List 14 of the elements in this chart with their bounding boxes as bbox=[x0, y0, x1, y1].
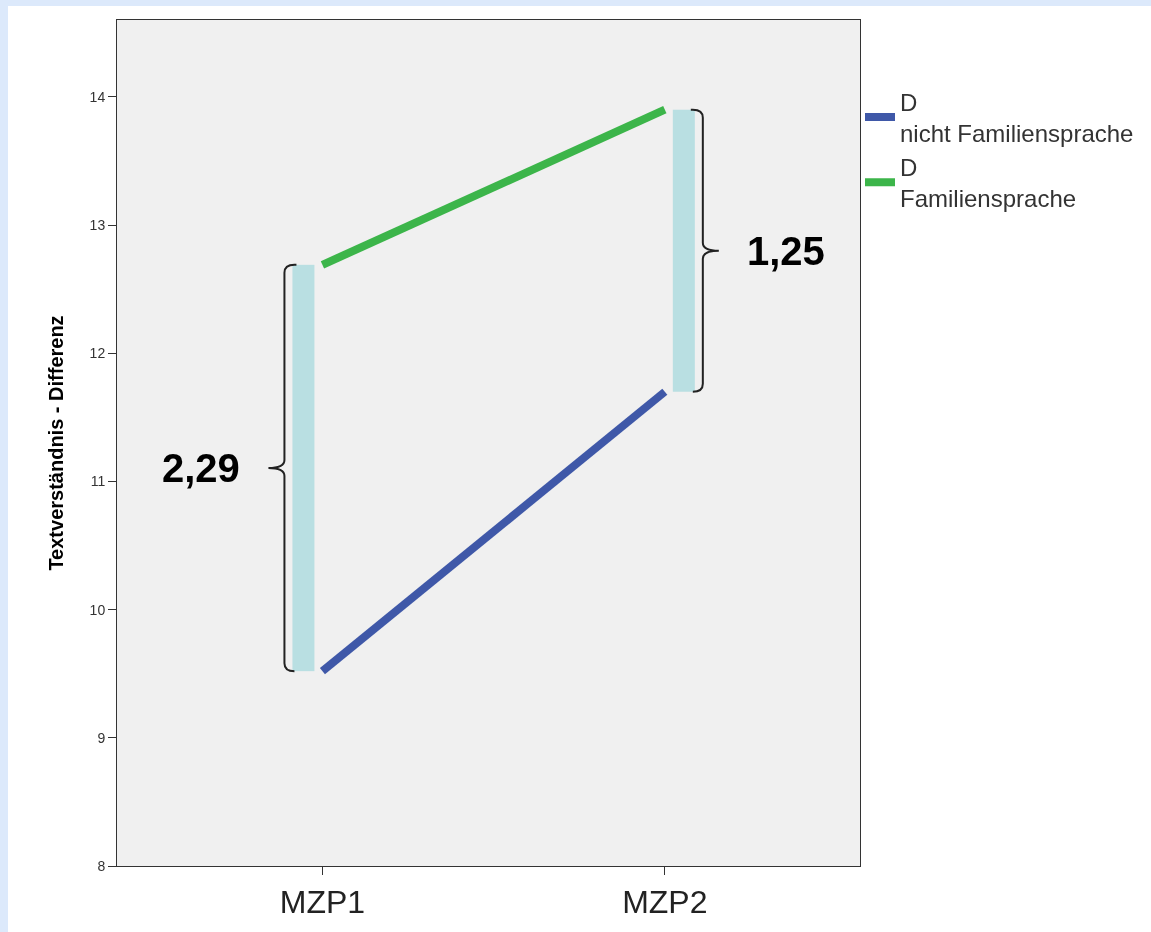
y-tick-label: 11 bbox=[90, 473, 106, 490]
y-tick-label: 9 bbox=[97, 729, 106, 746]
y-tick-label: 8 bbox=[97, 857, 106, 874]
x-tick-label: MZP1 bbox=[279, 884, 366, 921]
annotation: 2,29 bbox=[162, 446, 240, 490]
y-tick-label: 13 bbox=[89, 216, 106, 233]
y-tick-label: 10 bbox=[89, 601, 106, 618]
annotation: 1,25 bbox=[747, 229, 825, 273]
legend-label: D nicht Familiensprache bbox=[900, 88, 1134, 147]
y-tick-label: 12 bbox=[89, 345, 106, 362]
y-tick-label: 14 bbox=[89, 88, 106, 105]
y-axis-title: Textverständnis - Differenz bbox=[45, 315, 68, 571]
x-tick-label: MZP2 bbox=[622, 884, 708, 921]
legend-label: D Familiensprache bbox=[900, 154, 1077, 213]
